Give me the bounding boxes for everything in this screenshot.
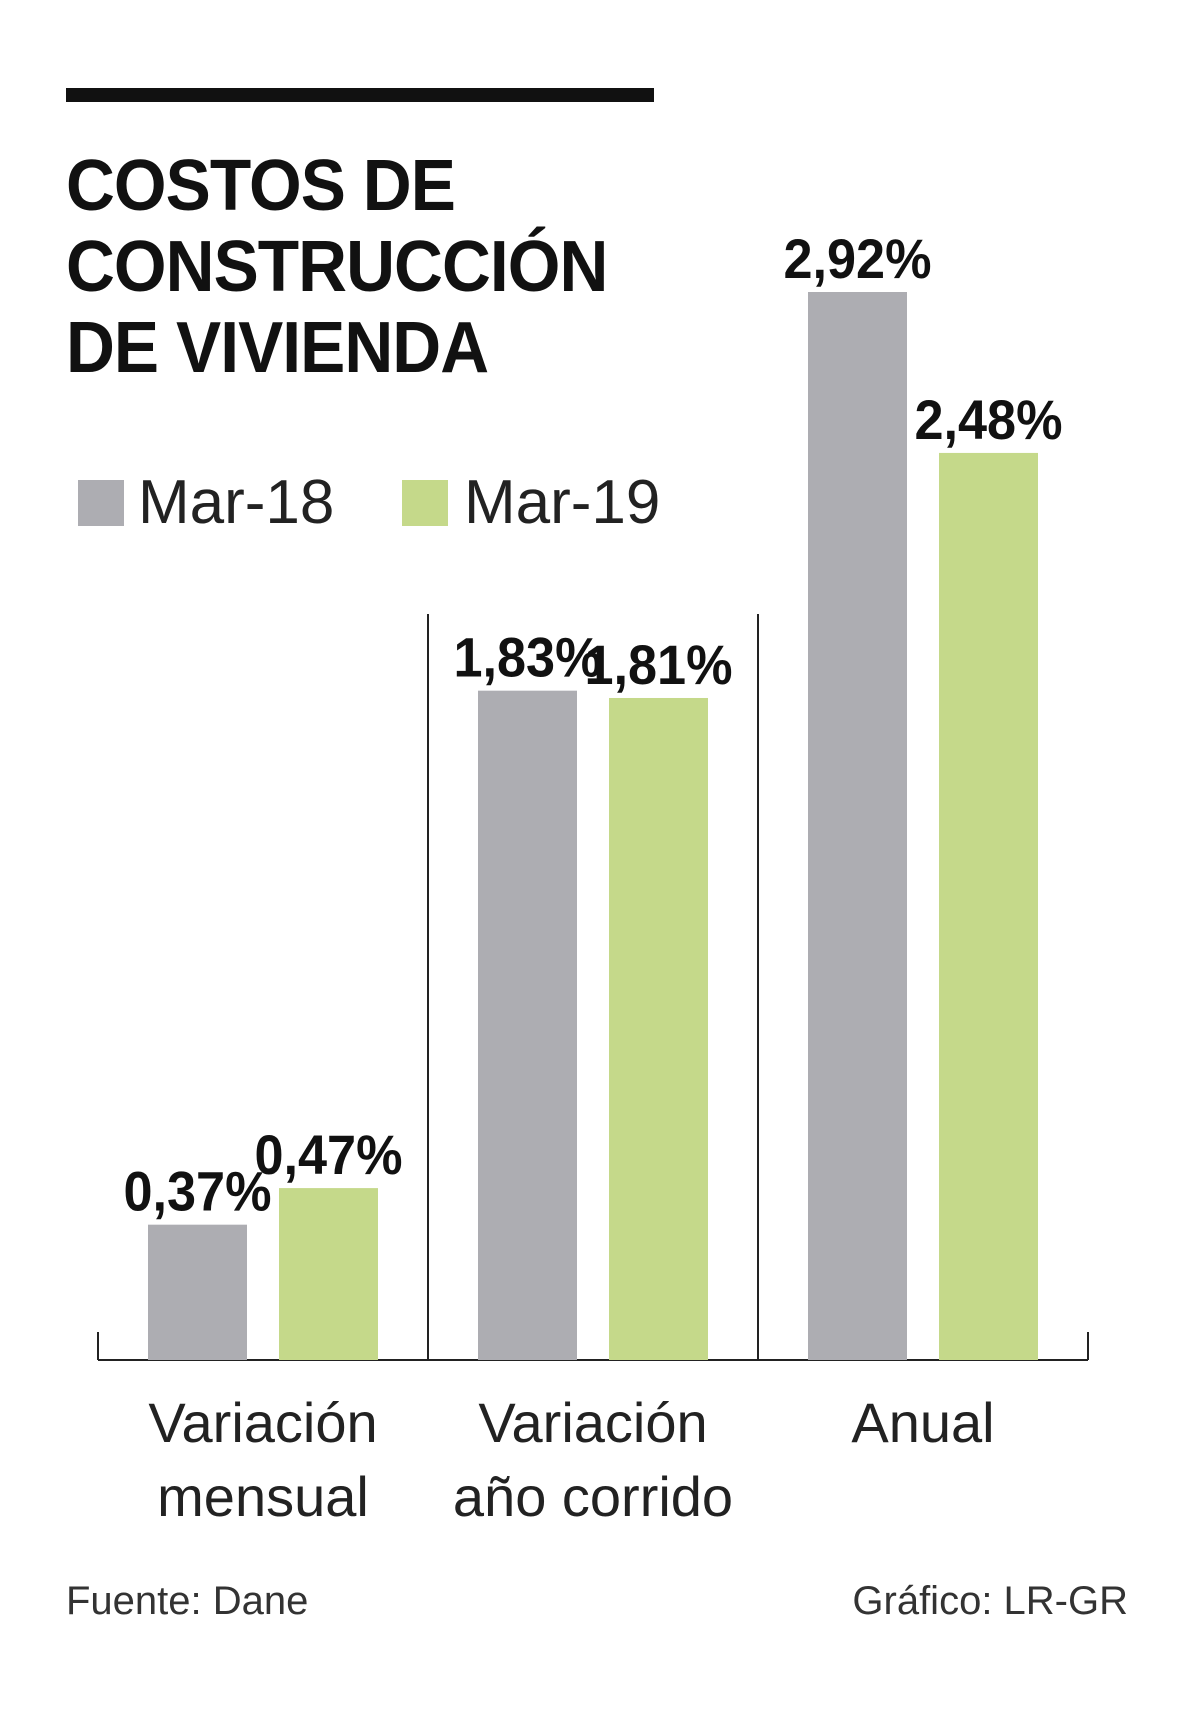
category-label-1-line-2: año corrido: [453, 1465, 733, 1528]
bar-mar-19-1: [609, 697, 708, 1360]
value-label-mar-19-0: 0,47%: [255, 1123, 403, 1186]
bar-mar-18-1: [478, 690, 577, 1360]
legend-swatch-mar-19: [402, 480, 448, 526]
value-label-mar-19-1: 1,81%: [585, 633, 733, 696]
legend-swatch-mar-18: [78, 480, 124, 526]
top-rule: [66, 88, 654, 102]
legend-label-mar-18: Mar-18: [138, 468, 335, 537]
legend-label-mar-19: Mar-19: [464, 468, 661, 537]
value-label-mar-18-2: 2,92%: [784, 227, 932, 290]
value-label-mar-18-0: 0,37%: [124, 1160, 272, 1223]
source-note: Fuente: Dane: [66, 1579, 309, 1623]
category-label-1-line-1: Variación: [478, 1391, 707, 1454]
chart-title-line-3: DE VIVIENDA: [66, 308, 489, 388]
bar-mar-19-0: [279, 1188, 378, 1360]
category-label-2-line-1: Anual: [851, 1391, 994, 1454]
credit-note: Gráfico: LR-GR: [852, 1579, 1128, 1623]
chart-title-line-2: CONSTRUCCIÓN: [66, 227, 608, 307]
bar-mar-19-2: [939, 452, 1038, 1360]
chart-title: COSTOS DE CONSTRUCCIÓN DE VIVIENDA: [66, 146, 743, 389]
bar-mar-18-0: [148, 1224, 247, 1360]
category-label-0-line-2: mensual: [157, 1465, 369, 1528]
category-label-0-line-1: Variación: [148, 1391, 377, 1454]
value-label-mar-18-1: 1,83%: [454, 626, 602, 689]
value-label-mar-19-2: 2,48%: [915, 388, 1063, 451]
chart-title-line-1: COSTOS DE: [66, 146, 456, 226]
bar-mar-18-2: [808, 292, 907, 1360]
